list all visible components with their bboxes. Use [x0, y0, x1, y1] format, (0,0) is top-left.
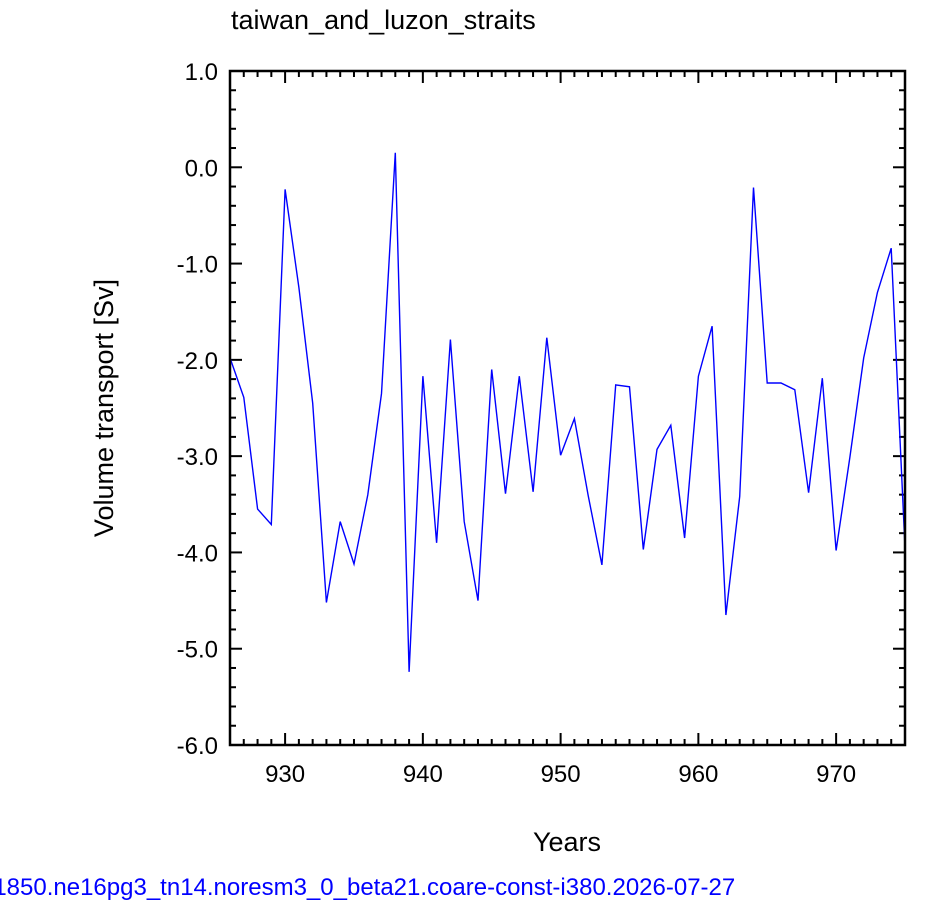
plot-frame — [228, 69, 907, 747]
y-tick-label: -6.0 — [177, 733, 218, 760]
footer-text: i1850.ne16pg3_tn14.noresm3_0_beta21.coar… — [0, 874, 736, 901]
chart-title: taiwan_and_luzon_straits — [231, 5, 536, 35]
case-name-footer: i1850.ne16pg3_tn14.noresm3_0_beta21.coar… — [0, 868, 944, 908]
x-tick-label: 970 — [816, 761, 856, 788]
line-chart: 930 940 950 960 970 1.0 0.0 -1.0 -2.0 -3.0 -4.0 -5.… — [89, 5, 907, 857]
x-tick-label: 940 — [403, 761, 443, 788]
series-line — [229, 152, 906, 672]
y-tick-label: -5.0 — [177, 637, 218, 664]
y-axis-label: Volume transport [Sv] — [89, 279, 119, 537]
x-tick-label: 960 — [678, 761, 718, 788]
x-tick-label: 930 — [265, 761, 305, 788]
y-tick-label: -2.0 — [177, 348, 218, 375]
x-tick-label: 950 — [541, 761, 581, 788]
y-tick-label: -3.0 — [177, 444, 218, 471]
y-tick-label: 1.0 — [185, 59, 218, 86]
y-tick-label: -1.0 — [177, 252, 218, 279]
y-tick-label: 0.0 — [185, 155, 218, 182]
x-axis-label: Years — [533, 827, 601, 857]
axis-ticks — [229, 70, 906, 746]
tick-labels: 930 940 950 960 970 1.0 0.0 -1.0 -2.0 -3.0 -4.0 -5.… — [177, 59, 857, 788]
y-tick-label: -4.0 — [177, 540, 218, 567]
